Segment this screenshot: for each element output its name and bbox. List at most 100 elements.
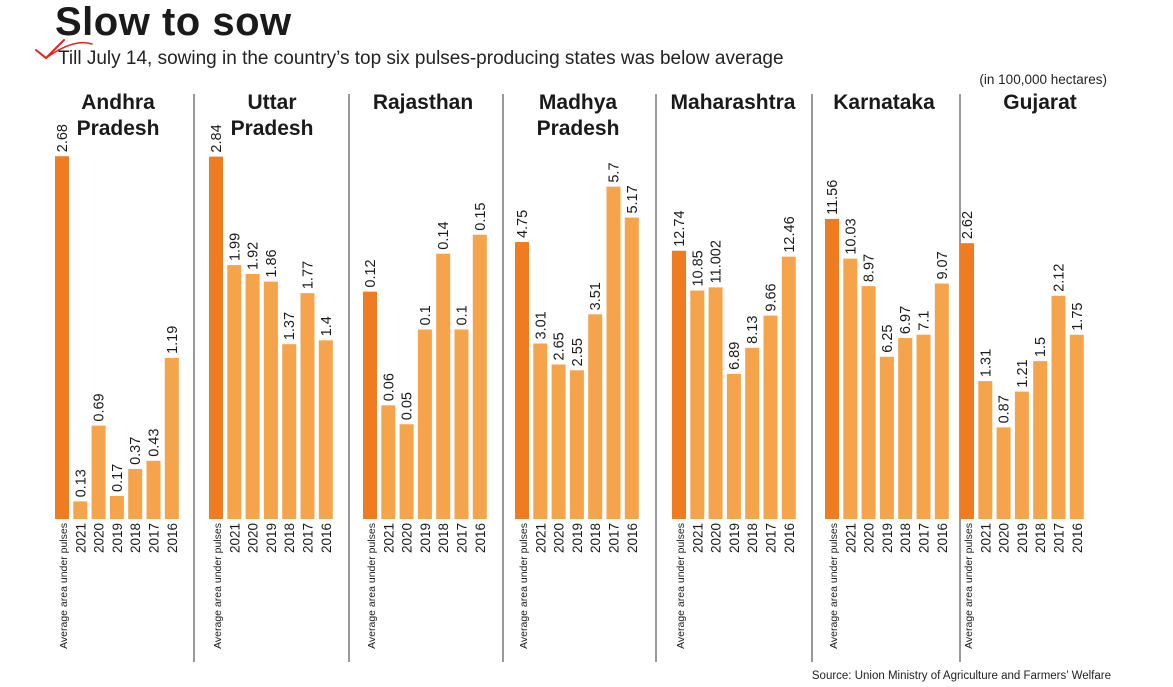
chart-title: Slow to sow	[55, 0, 292, 44]
value-label: 2.65	[552, 332, 568, 360]
value-label: 1.19	[165, 326, 181, 354]
panel-title: Rajasthan	[373, 91, 473, 114]
category-label-average: Average area under pulses	[963, 523, 975, 649]
panel-title: Madhya	[539, 91, 618, 114]
category-label-year: 2018	[436, 523, 451, 553]
bar-2019	[879, 356, 894, 519]
category-label-year: 2016	[1070, 523, 1085, 553]
bar-2021	[978, 381, 993, 519]
category-label-average: Average area under pulses	[828, 523, 840, 649]
bar-2017	[300, 293, 315, 519]
panel-rajasthan: Rajasthan 0.12 Average area under pulses 0.…	[363, 91, 489, 649]
value-label: 0.12	[363, 259, 379, 287]
bar-2021	[381, 405, 396, 519]
category-label-year: 2019	[727, 523, 742, 553]
category-label-average: Average area under pulses	[58, 523, 70, 649]
bar-2018	[898, 338, 913, 519]
category-label-year: 2019	[418, 523, 433, 553]
bar-2020	[996, 427, 1011, 519]
category-label-year: 2017	[455, 523, 470, 553]
bar-2021	[227, 265, 242, 519]
bar-2021	[690, 290, 705, 519]
value-label: 9.66	[764, 283, 780, 311]
category-label-average: Average area under pulses	[518, 523, 530, 649]
bar-2016	[164, 357, 179, 519]
panel-andhra-pradesh: Andhra Pradesh 2.68 Average area under puls…	[55, 91, 181, 649]
value-label: 8.97	[862, 254, 878, 282]
category-label-year: 2020	[552, 523, 567, 553]
value-label: 1.75	[1070, 303, 1086, 331]
value-label: 0.14	[436, 221, 452, 249]
panel-title: Pradesh	[77, 117, 160, 140]
bar-2018	[436, 253, 451, 519]
bar-2018	[745, 347, 760, 519]
value-label: 1.37	[282, 312, 298, 340]
category-label-year: 2016	[935, 523, 950, 553]
value-label: 0.87	[997, 395, 1013, 423]
value-label: 1.31	[978, 349, 994, 377]
value-label: 6.25	[880, 325, 896, 353]
value-label: 12.74	[672, 210, 688, 246]
value-label: 7.1	[917, 311, 933, 331]
red-checkmark-icon	[35, 39, 93, 60]
panel-title: Gujarat	[1003, 91, 1077, 114]
category-label-year: 2017	[1052, 523, 1067, 553]
value-label: 2.68	[55, 124, 71, 152]
category-label-year: 2019	[1015, 523, 1030, 553]
value-label: 0.43	[147, 429, 163, 457]
panel-title: Andhra	[81, 91, 155, 114]
value-label: 10.85	[690, 250, 706, 286]
bar-2019	[726, 373, 741, 519]
category-label-year: 2017	[764, 523, 779, 553]
value-label: 5.17	[625, 185, 641, 213]
value-label: 6.97	[898, 306, 914, 334]
value-label: 0.13	[73, 469, 89, 497]
bar-2020	[91, 425, 106, 519]
bar-2018	[128, 468, 143, 519]
bar-2020	[861, 286, 876, 519]
source-note: Source: Union Ministry of Agriculture an…	[811, 670, 1111, 682]
bar-2017	[146, 460, 161, 519]
category-label-year: 2018	[745, 523, 760, 553]
bar-2019	[109, 495, 124, 519]
category-label-year: 2017	[607, 523, 622, 553]
category-label-average: Average area under pulses	[675, 523, 687, 649]
bar-average	[825, 218, 839, 519]
bar-average	[209, 156, 223, 519]
category-label-year: 2016	[625, 523, 640, 553]
value-label: 2.84	[209, 124, 225, 152]
value-label: 8.13	[745, 316, 761, 344]
category-label-year: 2019	[264, 523, 279, 553]
category-label-year: 2017	[917, 523, 932, 553]
category-label-year: 2021	[978, 523, 993, 553]
panel-gujarat: Gujarat 2.62 Average area under pulses 1.31…	[960, 91, 1086, 649]
category-label-year: 2021	[381, 523, 396, 553]
category-label-year: 2019	[880, 523, 895, 553]
category-label-year: 2020	[400, 523, 415, 553]
category-label-year: 2016	[165, 523, 180, 553]
bar-2017	[916, 334, 931, 519]
category-label-year: 2020	[246, 523, 261, 553]
bar-2017	[763, 315, 778, 519]
value-label: 0.17	[110, 464, 126, 492]
value-label: 1.21	[1015, 359, 1031, 387]
unit-note: (in 100,000 hectares)	[979, 72, 1107, 87]
category-label-year: 2020	[862, 523, 877, 553]
category-label-year: 2018	[898, 523, 913, 553]
value-label: 11.56	[825, 180, 841, 215]
category-label-year: 2021	[843, 523, 858, 553]
bar-2016	[781, 256, 796, 519]
panel-title: Pradesh	[231, 117, 314, 140]
value-label: 6.89	[727, 342, 743, 370]
category-label-year: 2021	[533, 523, 548, 553]
value-label: 0.05	[400, 392, 416, 420]
category-label-year: 2017	[147, 523, 162, 553]
value-label: 0.1	[418, 305, 434, 325]
bar-2019	[417, 329, 432, 519]
value-label: 1.4	[319, 316, 335, 336]
category-label-year: 2021	[73, 523, 88, 553]
bar-average	[960, 243, 974, 519]
value-label: 1.77	[301, 261, 317, 289]
category-label-year: 2016	[782, 523, 797, 553]
category-label-average: Average area under pulses	[212, 523, 224, 649]
